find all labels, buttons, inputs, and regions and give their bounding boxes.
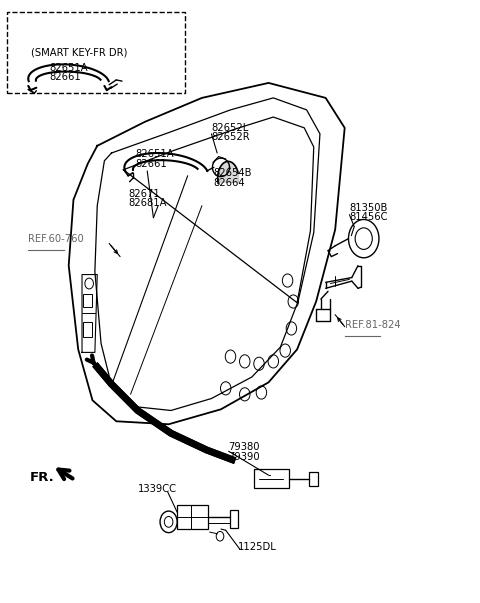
Text: 82651A: 82651A [135, 149, 174, 159]
Text: 82661: 82661 [49, 72, 82, 83]
FancyBboxPatch shape [7, 12, 185, 93]
Text: 81456C: 81456C [349, 212, 388, 223]
Text: 82661: 82661 [135, 159, 167, 169]
Text: 82681A: 82681A [128, 198, 167, 208]
FancyBboxPatch shape [229, 510, 238, 528]
Text: 82652R: 82652R [212, 132, 250, 142]
Text: 82654B: 82654B [214, 168, 252, 178]
Text: 81350B: 81350B [349, 203, 388, 213]
Text: 82651A: 82651A [49, 63, 88, 73]
FancyBboxPatch shape [254, 469, 288, 488]
Text: 82664: 82664 [214, 178, 245, 188]
Text: 1125DL: 1125DL [238, 542, 276, 552]
Text: 1339CC: 1339CC [138, 484, 177, 494]
Text: REF.81-824: REF.81-824 [345, 320, 400, 330]
FancyBboxPatch shape [83, 294, 93, 308]
Text: 79390: 79390 [228, 452, 260, 462]
FancyBboxPatch shape [177, 505, 208, 529]
FancyBboxPatch shape [83, 323, 93, 338]
Text: (SMART KEY-FR DR): (SMART KEY-FR DR) [31, 47, 127, 57]
Text: REF.60-760: REF.60-760 [28, 234, 84, 244]
Text: FR.: FR. [30, 470, 54, 484]
Text: 79380: 79380 [228, 443, 260, 452]
FancyBboxPatch shape [309, 472, 318, 486]
Text: 82652L: 82652L [212, 122, 249, 133]
Text: 82671: 82671 [128, 189, 160, 198]
